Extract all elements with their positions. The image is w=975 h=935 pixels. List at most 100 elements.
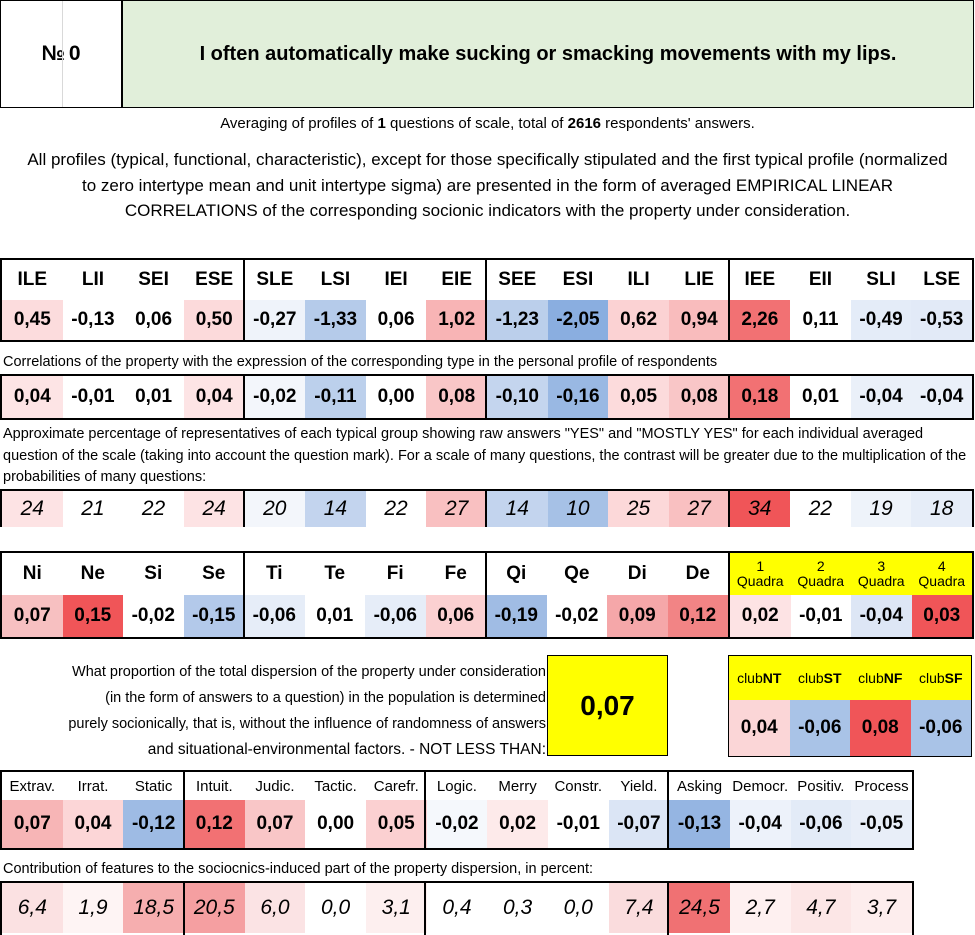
- trait-value: 0,07: [244, 800, 306, 848]
- type-value: -1,23: [487, 300, 548, 340]
- header-divider: [62, 1, 63, 107]
- averaging-suffix: respondents' answers.: [601, 115, 755, 132]
- quadra-number: 1: [756, 558, 765, 574]
- type-value: 0,50: [183, 300, 245, 340]
- function-value: -0,02: [546, 595, 607, 637]
- trait-value: 0,12: [183, 800, 245, 848]
- type-percent: 14: [305, 491, 366, 527]
- trait-header: Judic.: [255, 777, 295, 795]
- type-percent: 10: [547, 491, 609, 527]
- function-header: Qi: [506, 563, 527, 584]
- divider: [485, 374, 487, 420]
- club-prefix: club: [858, 670, 884, 686]
- trait-contribution: 7,4: [608, 883, 670, 933]
- type-header: ESE: [195, 269, 234, 290]
- type-percent: 24: [183, 491, 245, 527]
- function-value: 0,07: [2, 595, 63, 637]
- trait-header: Carefr.: [373, 777, 419, 795]
- trait-header: Intuit.: [195, 777, 233, 795]
- type-percent: 22: [365, 491, 427, 527]
- quadra-value: -0,04: [851, 595, 912, 637]
- quadra-label: Quadra: [736, 573, 784, 589]
- trait-value: -0,13: [669, 800, 730, 848]
- type-header: SEI: [138, 269, 169, 290]
- function-value-row: 0,07 0,15 -0,02 -0,15 -0,06 0,01 -0,06 0,06 -0,1…: [2, 595, 728, 637]
- profiles-description: All profiles (typical, functional, chara…: [27, 150, 948, 220]
- question-text: I often automatically make sucking or sm…: [122, 0, 974, 108]
- type-header: LIE: [684, 269, 714, 290]
- number-value: 0: [68, 42, 81, 65]
- type-value: 0,06: [365, 300, 427, 340]
- type-value: 0,06: [123, 300, 184, 340]
- type-correlation: -0,10: [487, 376, 548, 418]
- type-percent: 27: [426, 491, 487, 527]
- proportion-value: 0,07: [547, 655, 668, 756]
- trait-contribution: 4,7: [790, 883, 852, 933]
- correlation-caption: Correlations of the property with the ex…: [3, 354, 718, 370]
- type-header: ILE: [17, 269, 48, 290]
- question-count: 1: [377, 115, 386, 132]
- trait-value: -0,04: [729, 800, 791, 848]
- type-header: IEI: [384, 269, 408, 290]
- trait-value: -0,12: [123, 800, 184, 848]
- quadra-value-row: 0,02 -0,01 -0,04 0,03: [730, 595, 972, 637]
- quadra-label: Quadra: [857, 573, 905, 589]
- trait-header: Static: [134, 777, 173, 795]
- club-value-row: 0,04 -0,06 0,08 -0,06: [729, 700, 971, 756]
- averaging-line: Averaging of profiles of 1 questions of …: [0, 115, 975, 132]
- quadra-value: 0,02: [730, 595, 791, 637]
- percent-row: 24 21 22 24 20 14 22 27 14 10 25 27 34 22 19 18: [2, 491, 972, 527]
- type-correlation: 0,04: [2, 376, 63, 418]
- function-header: Fi: [386, 563, 404, 584]
- type-percent: 25: [608, 491, 669, 527]
- function-header: Ne: [80, 563, 105, 584]
- trait-contribution: 20,5: [183, 883, 245, 933]
- type-header: SLI: [866, 269, 896, 290]
- type-percent: 20: [244, 491, 306, 527]
- trait-contribution: 6,0: [244, 883, 306, 933]
- quadra-label: Quadra: [918, 573, 966, 589]
- club-header: club NT: [729, 656, 790, 700]
- trait-header: Yield.: [620, 777, 658, 795]
- correlation-row: 0,04 -0,01 0,01 0,04 -0,02 -0,11 0,00 0,08 -0,10…: [2, 376, 972, 418]
- type-header: EIE: [441, 269, 472, 290]
- type-correlation: 0,08: [668, 376, 730, 418]
- trait-header: Irrat.: [77, 777, 109, 795]
- trait-contribution: 3,1: [365, 883, 427, 933]
- trait-value: 0,02: [487, 800, 548, 848]
- divider: [728, 258, 730, 342]
- function-value: -0,19: [486, 595, 547, 637]
- type-header: LII: [81, 269, 105, 290]
- club-header: club NF: [850, 656, 911, 700]
- trait-header: Positiv.: [797, 777, 845, 795]
- trait-contribution: 18,5: [123, 883, 184, 933]
- trait-value: -0,06: [790, 800, 852, 848]
- type-value: 1,02: [426, 300, 487, 340]
- traits-table-border: [0, 770, 914, 850]
- trait-value: -0,02: [426, 800, 488, 848]
- trait-header: Constr.: [554, 777, 602, 795]
- divider: [424, 770, 426, 850]
- trait-header: Logic.: [436, 777, 477, 795]
- trait-value: 0,00: [305, 800, 366, 848]
- averaging-middle: questions of scale, total of: [385, 115, 568, 132]
- correlation-table-border: [0, 374, 974, 420]
- type-correlation: -0,16: [547, 376, 609, 418]
- function-value: -0,06: [365, 595, 426, 637]
- function-value: 0,15: [62, 595, 123, 637]
- function-header: Di: [627, 563, 647, 584]
- club-name: SF: [944, 670, 963, 686]
- trait-header-row: Extrav. Irrat. Static Intuit. Judic. Tactic. C…: [2, 772, 912, 800]
- type-percent: 27: [668, 491, 730, 527]
- type-header: SEE: [498, 269, 537, 290]
- trait-header: Process: [854, 777, 909, 795]
- number-label: №: [41, 42, 65, 65]
- trait-contribution: 6,4: [2, 883, 63, 933]
- trait-value: 0,05: [365, 800, 427, 848]
- percent-table-border: [0, 489, 974, 527]
- trait-contribution: 0,0: [305, 883, 366, 933]
- trait-header: Tactic.: [314, 777, 357, 795]
- quadra-value: 0,03: [911, 595, 972, 637]
- divider: [728, 551, 730, 639]
- type-correlation: 0,00: [365, 376, 427, 418]
